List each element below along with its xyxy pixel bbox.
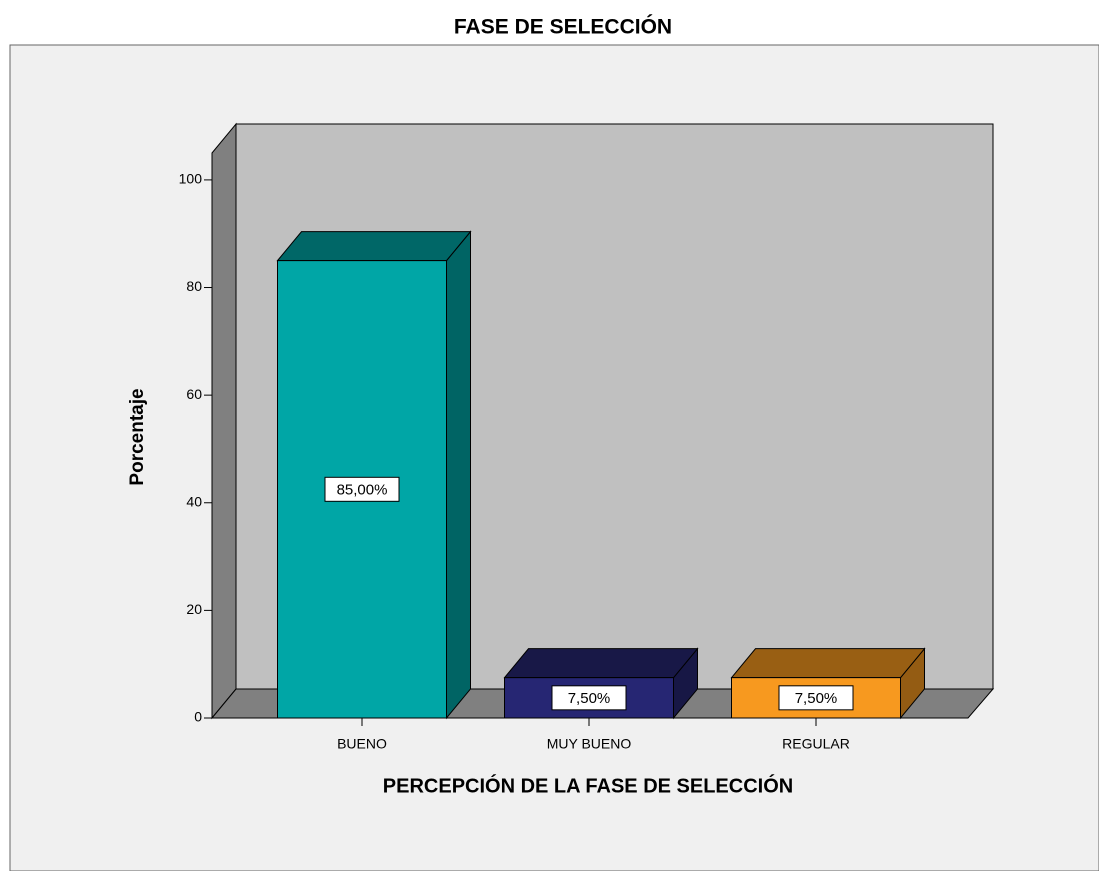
left-wall [211,122,237,720]
value-label-box [551,685,627,711]
y-tick-label: 20 [186,601,202,617]
value-label: 7,50% [568,690,611,707]
y-tick-label: 100 [179,171,203,187]
bar-top [503,648,699,679]
y-tick-label: 40 [186,493,202,509]
y-tick-label: 80 [186,278,202,294]
bar-top [730,648,926,679]
value-label-box [778,685,854,711]
value-label-box [324,476,400,502]
value-label: 85,00% [337,481,388,498]
bar-side [446,230,471,720]
y-tick-label: 0 [194,709,202,725]
chart-title: FASE DE SELECCIÓN [454,15,672,39]
x-axis-label: PERCEPCIÓN DE LA FASE DE SELECCIÓN [383,773,793,797]
y-axis-label: Porcentaje [127,388,148,485]
y-tick-label: 60 [186,386,202,402]
bar-top [276,231,472,262]
x-tick-label: MUY BUENO [547,736,632,752]
x-tick-label: REGULAR [782,736,850,752]
value-label: 7,50% [795,690,838,707]
x-tick-label: BUENO [337,736,387,752]
